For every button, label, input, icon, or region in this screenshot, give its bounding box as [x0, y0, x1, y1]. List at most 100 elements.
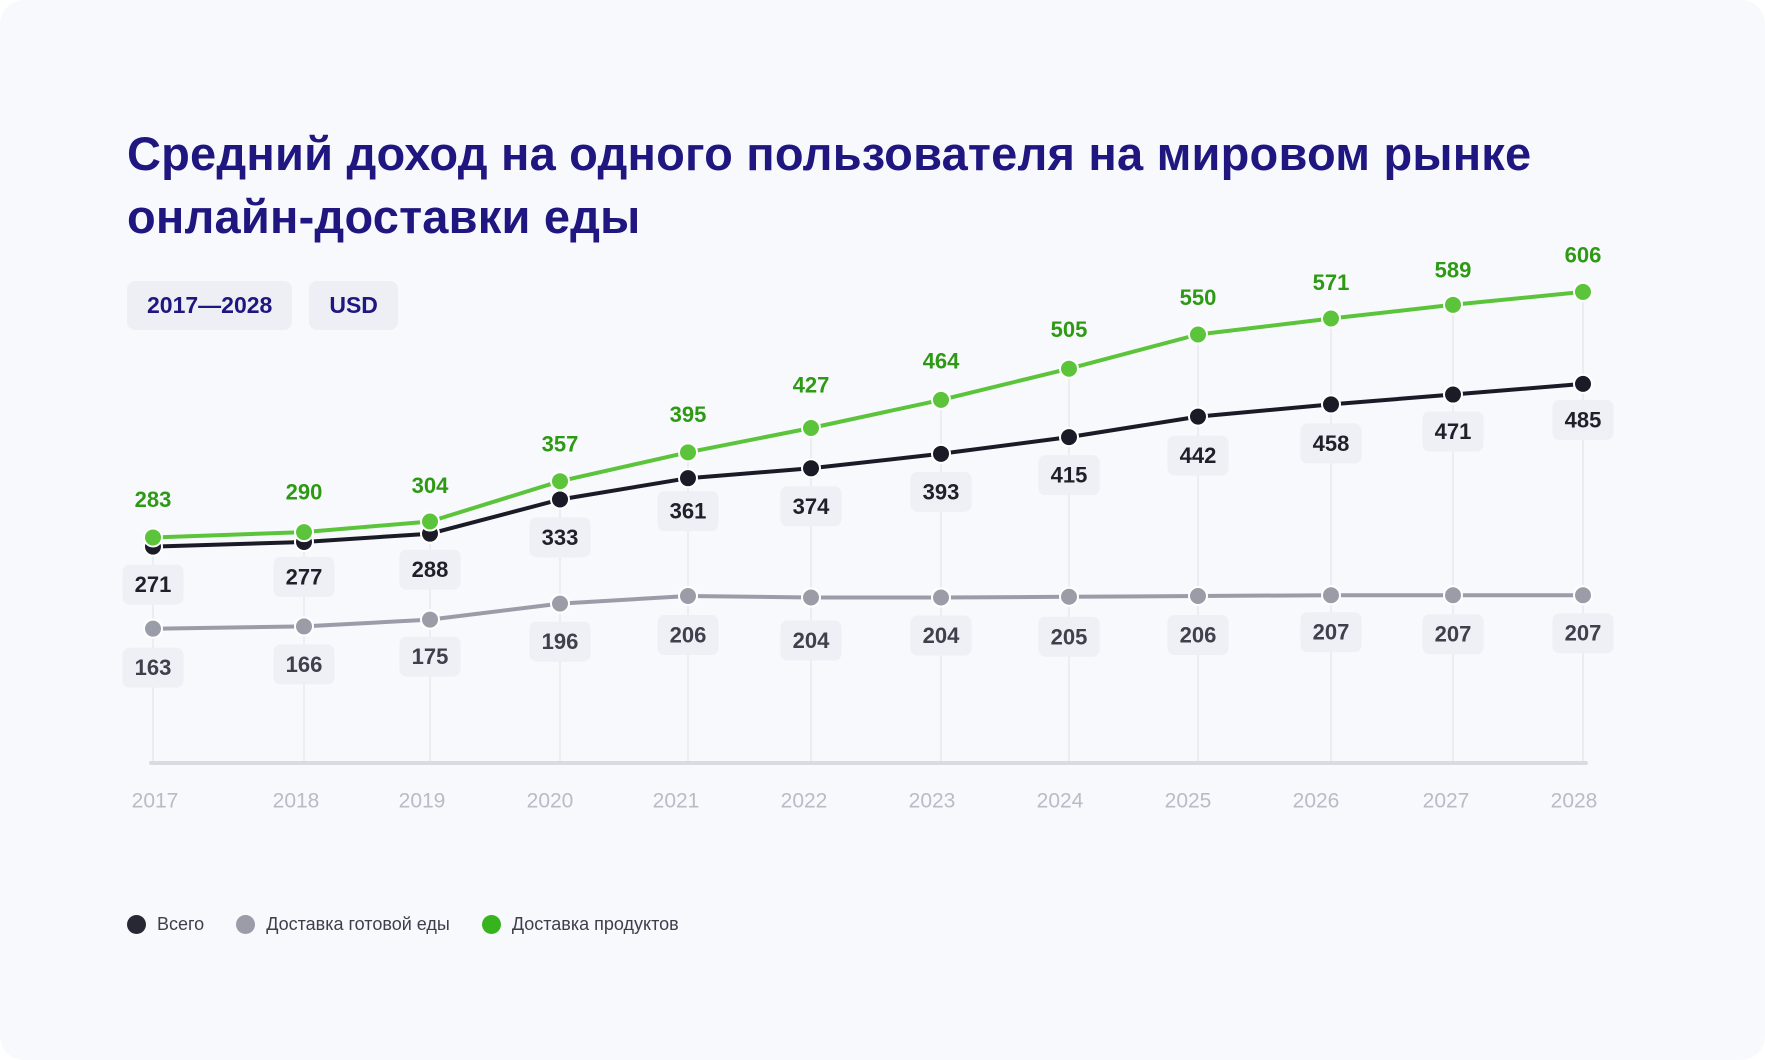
data-label-ready-food-2021-box	[657, 614, 719, 655]
data-label-total-2024-text: 415	[1051, 463, 1088, 488]
data-label-groceries-2025: 550	[1180, 285, 1217, 310]
data-label-groceries-2022: 427	[793, 372, 830, 397]
legend-swatch-total	[127, 915, 146, 934]
data-label-ready-food-2019-text: 175	[412, 644, 449, 669]
point-total-2026	[1321, 394, 1341, 415]
point-ready-food-2018	[294, 616, 314, 637]
data-label-total-2020: 333	[529, 517, 591, 558]
data-label-ready-food-2026-text: 207	[1313, 620, 1350, 645]
point-total-2027	[1443, 384, 1463, 405]
data-label-total-2023: 393	[910, 471, 972, 512]
data-label-ready-food-2024: 205	[1038, 616, 1100, 657]
legend-label-total: Всего	[157, 914, 205, 934]
data-label-ready-food-2019-box	[399, 636, 461, 677]
chart-title: Средний доход на одного пользователя на …	[127, 127, 1532, 243]
data-label-total-2017-box	[122, 564, 184, 605]
legend-item-groceries: Доставка продуктов	[481, 914, 679, 935]
point-ready-food-2025	[1188, 585, 1208, 606]
point-ready-food-2021	[678, 585, 698, 606]
point-groceries-2019	[420, 511, 440, 532]
point-groceries-2023	[931, 389, 951, 410]
data-label-ready-food-2023-box	[910, 615, 972, 656]
point-total-2023	[931, 443, 951, 464]
data-label-groceries-2021: 395	[670, 402, 707, 427]
data-label-total-2021: 361	[657, 491, 719, 532]
x-tick-label-2021: 2021	[653, 790, 700, 813]
data-label-total-2021-box	[657, 491, 719, 532]
data-label-ready-food-2025: 206	[1167, 614, 1229, 655]
data-label-ready-food-2019: 175	[399, 636, 461, 677]
point-total-2028	[1573, 373, 1593, 394]
data-label-ready-food-2022-text: 204	[793, 628, 830, 653]
period-chip: 2017—2028	[127, 281, 293, 330]
data-label-ready-food-2026-box	[1300, 612, 1362, 653]
data-label-ready-food-2022-box	[780, 620, 842, 661]
data-label-groceries-2021-text: 395	[670, 402, 707, 427]
legend: Всего Доставка готовой еды Доставка прод…	[127, 914, 711, 935]
chip-row: 2017—2028 USD	[127, 281, 398, 330]
data-label-total-2020-box	[529, 517, 591, 558]
series-line-groceries	[151, 289, 1585, 540]
data-label-ready-food-2021-text: 206	[670, 622, 707, 647]
point-total-2021	[678, 468, 698, 489]
data-label-total-2024: 415	[1038, 455, 1100, 496]
x-tick-label-2017: 2017	[132, 790, 179, 813]
point-total-2024	[1059, 427, 1079, 448]
data-label-ready-food-2018-text: 166	[286, 652, 323, 677]
x-tick-label-2028: 2028	[1551, 790, 1598, 813]
x-tick-label-2026: 2026	[1293, 790, 1340, 813]
x-tick-label-2019: 2019	[399, 790, 446, 813]
data-label-groceries-2026-text: 571	[1313, 270, 1350, 295]
data-label-ready-food-2026: 207	[1300, 612, 1362, 653]
data-label-total-2024-box	[1038, 455, 1100, 496]
point-total-2022	[801, 458, 821, 479]
data-label-total-2019-box	[399, 549, 461, 590]
data-label-total-2021-text: 361	[670, 499, 707, 524]
data-label-ready-food-2020: 196	[529, 621, 591, 662]
data-label-total-2023-text: 393	[923, 479, 960, 504]
data-label-groceries-2027: 589	[1435, 257, 1472, 282]
data-label-groceries-2025-text: 550	[1180, 285, 1217, 310]
data-label-ready-food-2017-box	[122, 647, 184, 688]
data-label-groceries-2024-text: 505	[1051, 317, 1088, 342]
data-label-ready-food-2020-text: 196	[542, 629, 579, 654]
data-label-total-2027-box	[1422, 411, 1484, 452]
point-groceries-2024	[1059, 358, 1079, 379]
data-label-total-2019: 288	[399, 549, 461, 590]
data-label-total-2027-text: 471	[1435, 419, 1472, 444]
legend-item-ready-food: Доставка готовой еды	[236, 914, 450, 935]
data-label-total-2025: 442	[1167, 435, 1229, 476]
data-label-total-2022: 374	[780, 486, 842, 527]
point-groceries-2028	[1573, 281, 1593, 302]
data-label-ready-food-2018: 166	[273, 644, 335, 685]
point-ready-food-2019	[420, 609, 440, 630]
point-ready-food-2028	[1573, 585, 1593, 606]
data-label-total-2028: 485	[1552, 399, 1614, 440]
series-line-ready-food	[151, 593, 1585, 631]
data-label-ready-food-2027-box	[1422, 614, 1484, 655]
data-label-groceries-2018-text: 290	[286, 480, 323, 505]
data-label-ready-food-2028: 207	[1552, 613, 1614, 654]
point-ready-food-2023	[931, 587, 951, 608]
data-label-total-2018: 277	[273, 557, 335, 598]
point-total-2020	[550, 489, 570, 510]
data-label-total-2025-box	[1167, 435, 1229, 476]
point-groceries-2026	[1321, 308, 1341, 329]
data-label-ready-food-2020-box	[529, 621, 591, 662]
data-label-total-2026-box	[1300, 423, 1362, 464]
series-line-total	[151, 381, 1585, 549]
legend-swatch-ready-food	[236, 915, 256, 934]
x-tick-label-2024: 2024	[1037, 790, 1084, 813]
data-label-total-2028-text: 485	[1565, 407, 1602, 432]
data-label-ready-food-2027: 207	[1422, 614, 1484, 655]
point-groceries-2025	[1188, 324, 1208, 345]
data-label-groceries-2019: 304	[412, 473, 449, 498]
legend-label-ready-food: Доставка готовой еды	[266, 914, 450, 934]
data-label-ready-food-2023-text: 204	[923, 623, 960, 648]
legend-label-groceries: Доставка продуктов	[511, 914, 679, 934]
data-label-groceries-2017: 283	[135, 487, 172, 512]
data-label-groceries-2023-text: 464	[923, 348, 960, 373]
data-label-total-2026-text: 458	[1313, 431, 1350, 456]
data-label-groceries-2026: 571	[1313, 270, 1350, 295]
